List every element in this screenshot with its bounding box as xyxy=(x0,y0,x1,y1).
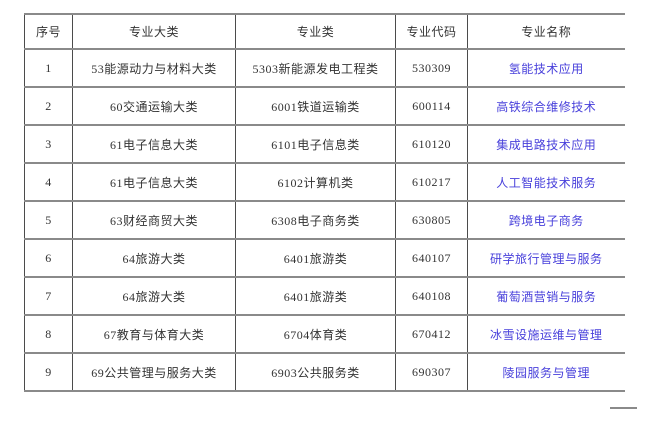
header-row: 序号 专业大类 专业类 专业代码 专业名称 xyxy=(24,13,625,50)
cell-no: 3 xyxy=(24,124,73,164)
cell-code: 640108 xyxy=(395,276,468,316)
cell-name: 人工智能技术服务 xyxy=(467,162,625,202)
table-bottom-rule-extension xyxy=(610,407,637,409)
header-cell-category: 专业大类 xyxy=(72,13,236,50)
new-majors-table: 序号 专业大类 专业类 专业代码 专业名称 1 53能源动力与材料大类 5303… xyxy=(24,13,625,392)
table-row: 9 69公共管理与服务大类 6903公共服务类 690307 陵园服务与管理 xyxy=(24,352,625,392)
cell-name: 冰雪设施运维与管理 xyxy=(467,314,625,354)
cell-category: 63财经商贸大类 xyxy=(72,200,236,240)
cell-no: 6 xyxy=(24,238,73,278)
cell-no: 5 xyxy=(24,200,73,240)
cell-category: 61电子信息大类 xyxy=(72,124,236,164)
header-cell-no: 序号 xyxy=(24,13,73,50)
cell-code: 630805 xyxy=(395,200,468,240)
table-row: 2 60交通运输大类 6001铁道运输类 600114 高铁综合维修技术 xyxy=(24,86,625,126)
table-header: 序号 专业大类 专业类 专业代码 专业名称 xyxy=(24,13,625,50)
table-row: 5 63财经商贸大类 6308电子商务类 630805 跨境电子商务 xyxy=(24,200,625,240)
major-name-link[interactable]: 冰雪设施运维与管理 xyxy=(489,327,603,342)
table-row: 3 61电子信息大类 6101电子信息类 610120 集成电路技术应用 xyxy=(24,124,625,164)
cell-group: 6704体育类 xyxy=(235,314,396,354)
cell-category: 67教育与体育大类 xyxy=(72,314,236,354)
header-cell-name: 专业名称 xyxy=(467,13,625,50)
cell-category: 64旅游大类 xyxy=(72,238,236,278)
header-cell-code: 专业代码 xyxy=(395,13,468,50)
cell-no: 1 xyxy=(24,48,73,88)
table-row: 4 61电子信息大类 6102计算机类 610217 人工智能技术服务 xyxy=(24,162,625,202)
cell-group: 6401旅游类 xyxy=(235,238,396,278)
cell-name: 跨境电子商务 xyxy=(467,200,625,240)
cell-name: 高铁综合维修技术 xyxy=(467,86,625,126)
cell-category: 61电子信息大类 xyxy=(72,162,236,202)
cell-code: 600114 xyxy=(395,86,468,126)
cell-name: 集成电路技术应用 xyxy=(467,124,625,164)
cell-group: 6401旅游类 xyxy=(235,276,396,316)
table-row: 7 64旅游大类 6401旅游类 640108 葡萄酒营销与服务 xyxy=(24,276,625,316)
cell-code: 610120 xyxy=(395,124,468,164)
table-row: 1 53能源动力与材料大类 5303新能源发电工程类 530309 氢能技术应用 xyxy=(24,48,625,88)
cell-no: 9 xyxy=(24,352,73,392)
cell-category: 53能源动力与材料大类 xyxy=(72,48,236,88)
cell-group: 6001铁道运输类 xyxy=(235,86,396,126)
cell-name: 研学旅行管理与服务 xyxy=(467,238,625,278)
cell-group: 6903公共服务类 xyxy=(235,352,396,392)
cell-name: 葡萄酒营销与服务 xyxy=(467,276,625,316)
cell-group: 6308电子商务类 xyxy=(235,200,396,240)
cell-group: 6102计算机类 xyxy=(235,162,396,202)
cell-group: 5303新能源发电工程类 xyxy=(235,48,396,88)
header-cell-group: 专业类 xyxy=(235,13,396,50)
major-name-link[interactable]: 人工智能技术服务 xyxy=(496,175,597,190)
cell-category: 69公共管理与服务大类 xyxy=(72,352,236,392)
cell-category: 64旅游大类 xyxy=(72,276,236,316)
table-row: 8 67教育与体育大类 6704体育类 670412 冰雪设施运维与管理 xyxy=(24,314,625,354)
cell-no: 4 xyxy=(24,162,73,202)
table-row: 6 64旅游大类 6401旅游类 640107 研学旅行管理与服务 xyxy=(24,238,625,278)
major-name-link[interactable]: 高铁综合维修技术 xyxy=(496,99,597,114)
cell-category: 60交通运输大类 xyxy=(72,86,236,126)
cell-code: 530309 xyxy=(395,48,468,88)
table-body: 1 53能源动力与材料大类 5303新能源发电工程类 530309 氢能技术应用… xyxy=(24,48,625,392)
cell-code: 610217 xyxy=(395,162,468,202)
cell-no: 2 xyxy=(24,86,73,126)
cell-code: 690307 xyxy=(395,352,468,392)
major-name-link[interactable]: 葡萄酒营销与服务 xyxy=(496,289,597,304)
major-name-link[interactable]: 集成电路技术应用 xyxy=(496,137,597,152)
cell-group: 6101电子信息类 xyxy=(235,124,396,164)
major-name-link[interactable]: 陵园服务与管理 xyxy=(502,365,590,380)
cell-no: 7 xyxy=(24,276,73,316)
cell-name: 氢能技术应用 xyxy=(467,48,625,88)
cell-no: 8 xyxy=(24,314,73,354)
major-name-link[interactable]: 研学旅行管理与服务 xyxy=(489,251,603,266)
cell-code: 640107 xyxy=(395,238,468,278)
cell-code: 670412 xyxy=(395,314,468,354)
major-name-link[interactable]: 氢能技术应用 xyxy=(508,61,584,76)
cell-name: 陵园服务与管理 xyxy=(467,352,625,392)
major-name-link[interactable]: 跨境电子商务 xyxy=(508,213,584,228)
